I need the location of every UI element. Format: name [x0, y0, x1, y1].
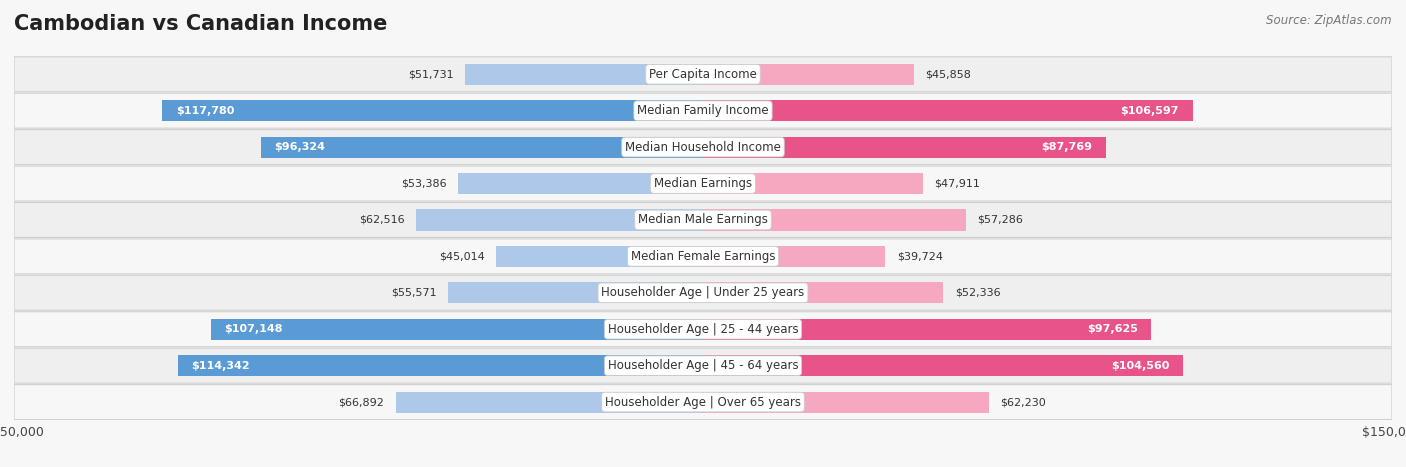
FancyBboxPatch shape	[14, 239, 1392, 274]
Text: Median Male Earnings: Median Male Earnings	[638, 213, 768, 226]
Text: $107,148: $107,148	[225, 324, 283, 334]
FancyBboxPatch shape	[14, 166, 1392, 201]
Text: Cambodian vs Canadian Income: Cambodian vs Canadian Income	[14, 14, 388, 34]
Bar	[703, 136, 1107, 158]
Bar	[416, 209, 703, 231]
Bar	[703, 173, 924, 194]
FancyBboxPatch shape	[14, 203, 1392, 237]
Text: $62,230: $62,230	[1000, 397, 1046, 407]
Text: Median Earnings: Median Earnings	[654, 177, 752, 190]
Bar	[703, 100, 1192, 121]
Text: Median Family Income: Median Family Income	[637, 104, 769, 117]
Text: Householder Age | Over 65 years: Householder Age | Over 65 years	[605, 396, 801, 409]
Text: $87,769: $87,769	[1042, 142, 1092, 152]
Bar	[703, 64, 914, 85]
Text: $114,342: $114,342	[191, 361, 250, 371]
Bar	[496, 246, 703, 267]
Text: $106,597: $106,597	[1121, 106, 1178, 116]
Text: $52,336: $52,336	[955, 288, 1001, 298]
FancyBboxPatch shape	[14, 93, 1392, 128]
Text: Householder Age | 45 - 64 years: Householder Age | 45 - 64 years	[607, 359, 799, 372]
FancyBboxPatch shape	[14, 385, 1392, 419]
Text: $66,892: $66,892	[339, 397, 384, 407]
FancyBboxPatch shape	[14, 348, 1392, 383]
Text: $57,286: $57,286	[977, 215, 1024, 225]
Bar	[395, 391, 703, 413]
Text: $104,560: $104,560	[1111, 361, 1170, 371]
Bar	[260, 136, 703, 158]
FancyBboxPatch shape	[14, 276, 1392, 310]
Bar	[703, 246, 886, 267]
Text: Median Household Income: Median Household Income	[626, 141, 780, 154]
Bar	[162, 100, 703, 121]
Text: $55,571: $55,571	[391, 288, 436, 298]
Text: $117,780: $117,780	[176, 106, 235, 116]
Text: $51,731: $51,731	[408, 69, 454, 79]
Bar	[703, 318, 1152, 340]
Text: Source: ZipAtlas.com: Source: ZipAtlas.com	[1267, 14, 1392, 27]
Text: $97,625: $97,625	[1087, 324, 1137, 334]
FancyBboxPatch shape	[14, 130, 1392, 164]
Bar	[447, 282, 703, 304]
Text: Per Capita Income: Per Capita Income	[650, 68, 756, 81]
Bar	[703, 282, 943, 304]
Text: Householder Age | 25 - 44 years: Householder Age | 25 - 44 years	[607, 323, 799, 336]
Text: Householder Age | Under 25 years: Householder Age | Under 25 years	[602, 286, 804, 299]
Text: $47,911: $47,911	[935, 178, 980, 189]
FancyBboxPatch shape	[14, 57, 1392, 92]
Bar	[703, 391, 988, 413]
Bar	[465, 64, 703, 85]
Bar	[211, 318, 703, 340]
Bar	[458, 173, 703, 194]
Text: $53,386: $53,386	[401, 178, 446, 189]
Text: Median Female Earnings: Median Female Earnings	[631, 250, 775, 263]
Text: $62,516: $62,516	[359, 215, 405, 225]
Bar	[703, 209, 966, 231]
Text: $45,014: $45,014	[439, 251, 485, 262]
FancyBboxPatch shape	[14, 312, 1392, 347]
Text: $39,724: $39,724	[897, 251, 943, 262]
Text: $96,324: $96,324	[274, 142, 325, 152]
Bar	[703, 355, 1184, 376]
Text: $45,858: $45,858	[925, 69, 972, 79]
Bar	[177, 355, 703, 376]
